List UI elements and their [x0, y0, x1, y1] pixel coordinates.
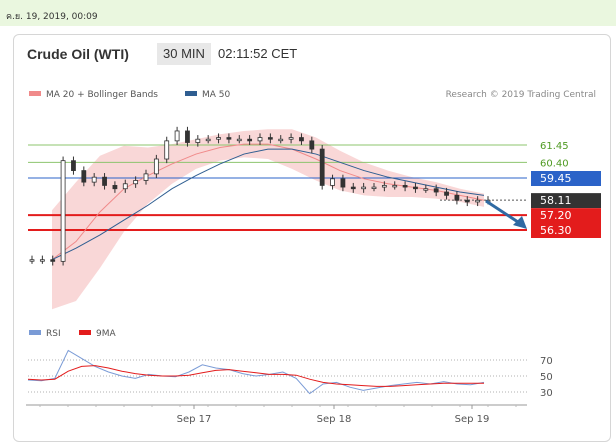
candle-body	[164, 140, 170, 160]
candle-body	[247, 138, 253, 142]
level-label-57.20: 57.20	[540, 209, 572, 222]
bollinger-band	[52, 129, 484, 310]
legend-ma50-label: MA 50	[202, 90, 231, 100]
candle-body	[392, 185, 398, 188]
candle-body	[112, 185, 118, 190]
candle-body	[454, 194, 460, 201]
candle-body	[433, 188, 439, 193]
rsi-tick-50: 50	[540, 372, 553, 383]
level-label-59.45: 59.45	[540, 172, 572, 185]
candle-body	[350, 186, 356, 190]
candle-body	[330, 178, 335, 186]
rsi-line	[27, 349, 485, 395]
candle-body	[91, 176, 97, 183]
legend-ma50-swatch	[185, 91, 197, 96]
candle-body	[288, 137, 294, 140]
x-tick-label: Sep 19	[455, 414, 490, 425]
x-tick-label: Sep 17	[177, 414, 212, 425]
candle-body	[361, 186, 367, 190]
level-label-61.45: 61.45	[540, 141, 569, 152]
credit-label: Research © 2019 Trading Central	[446, 90, 596, 100]
legend-9ma-label: 9MA	[96, 329, 116, 339]
legend-rsi-label: RSI	[46, 329, 61, 339]
timeframe-badge[interactable]: 30 MIN	[157, 43, 211, 65]
candle-body	[81, 170, 87, 183]
level-badge-59.45	[531, 171, 601, 186]
rsi-tick-30: 30	[540, 388, 553, 399]
candle-body	[464, 199, 470, 203]
candle-body	[236, 138, 242, 142]
candle-body	[143, 173, 149, 181]
level-badge-57.20	[531, 208, 601, 224]
level-label-58.11: 58.11	[540, 194, 572, 207]
clock: 02:11:52 CET	[218, 46, 298, 61]
candle-body	[319, 148, 325, 186]
candle-body	[102, 176, 107, 186]
candle-body	[309, 140, 315, 150]
candle-body	[122, 183, 128, 190]
candle-body	[205, 138, 211, 142]
candle-body	[153, 158, 159, 175]
candle-body	[371, 186, 377, 189]
instrument-title: Crude Oil (WTI)	[27, 46, 129, 62]
legend-9ma-swatch	[79, 330, 91, 335]
ma50-line	[51, 148, 485, 261]
rsi-9ma-line	[27, 365, 484, 387]
legend-ma20-label: MA 20 + Bollinger Bands	[46, 90, 158, 100]
candle-body	[29, 259, 35, 262]
candle-body	[50, 259, 56, 262]
date-bar: ค.ย. 19, 2019, 00:09	[0, 0, 616, 26]
candle-body	[402, 185, 408, 188]
candle-body	[278, 138, 284, 142]
candle-body	[195, 138, 201, 143]
level-badge-56.30	[531, 223, 601, 238]
level-label-56.30: 56.30	[540, 224, 572, 237]
x-tick-label: Sep 18	[317, 414, 352, 425]
candle-body	[299, 137, 304, 142]
candle-body	[133, 180, 139, 185]
candle-body	[267, 137, 273, 140]
candle-body	[174, 130, 180, 142]
candle-body	[413, 186, 418, 190]
candle-body	[423, 188, 429, 191]
timestamp: ค.ย. 19, 2019, 00:09	[6, 12, 98, 22]
candle-body	[216, 137, 221, 140]
level-badge-58.11	[531, 193, 601, 209]
candle-body	[60, 160, 66, 262]
candle-body	[226, 137, 232, 140]
candle-body	[475, 199, 481, 203]
candle-body	[185, 130, 190, 143]
candle-body	[257, 137, 263, 142]
forecast-arrowhead	[513, 216, 527, 229]
candle-body	[39, 259, 45, 262]
candle-body	[381, 185, 387, 188]
rsi-tick-70: 70	[540, 356, 553, 367]
level-label-60.40: 60.40	[540, 158, 569, 169]
legend-rsi-swatch	[29, 330, 41, 335]
legend-ma20-swatch	[29, 91, 41, 96]
candle-body	[340, 178, 346, 188]
candle-body	[71, 160, 76, 171]
candle-body	[444, 191, 449, 196]
forecast-arrow	[485, 199, 522, 226]
